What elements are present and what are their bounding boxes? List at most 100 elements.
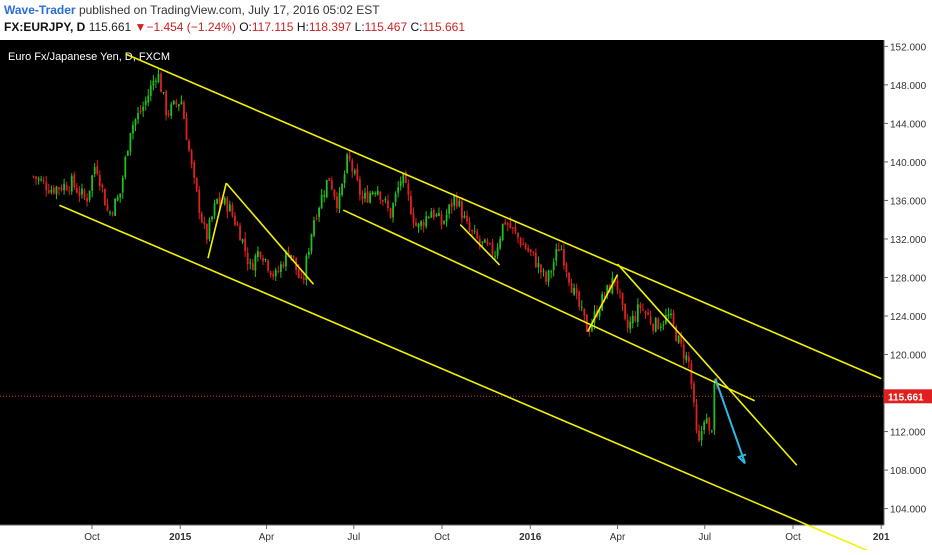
- candle-body: [534, 253, 537, 268]
- candle-body: [351, 160, 354, 172]
- candle-body: [654, 317, 657, 332]
- candle-body: [73, 174, 76, 187]
- candle-body: [124, 157, 127, 178]
- candle-body: [188, 140, 190, 151]
- candle-body: [649, 316, 652, 324]
- candle-body: [430, 211, 433, 218]
- candle-body: [315, 218, 318, 220]
- candle-body: [75, 188, 78, 193]
- trend-line[interactable]: [225, 182, 315, 285]
- candle-body: [369, 193, 372, 203]
- candle-body: [682, 344, 685, 359]
- y-tick-label: 144.000: [890, 119, 927, 130]
- candle-body: [448, 204, 451, 214]
- change-value: −1.454 (−1.24%): [146, 20, 236, 34]
- candle-body: [68, 190, 71, 192]
- candle-body: [58, 187, 60, 190]
- trend-line[interactable]: [125, 53, 882, 380]
- trend-line[interactable]: [616, 263, 798, 466]
- candle-body: [91, 175, 94, 191]
- candle-body: [121, 177, 124, 193]
- candle-body: [703, 422, 706, 431]
- trend-line[interactable]: [459, 223, 501, 266]
- candle-body: [65, 184, 68, 191]
- candle-body: [155, 80, 157, 82]
- x-tick-label: Apr: [259, 532, 275, 543]
- projection-arrow[interactable]: [714, 378, 746, 464]
- y-tick-label: 148.000: [890, 81, 927, 92]
- candle-body: [392, 203, 394, 218]
- candle-body: [144, 100, 147, 105]
- candle-body: [257, 250, 259, 257]
- candle-body: [374, 193, 377, 195]
- candle-body: [631, 315, 634, 324]
- candle-body: [274, 270, 277, 277]
- candle-body: [591, 323, 593, 331]
- x-tick-label: 2016: [519, 532, 542, 543]
- candle-body: [216, 198, 219, 204]
- candle-body: [636, 304, 639, 322]
- open-value: 117.115: [251, 20, 294, 34]
- candle-body: [213, 203, 216, 216]
- x-tick-label: 201: [873, 532, 890, 543]
- price-chart[interactable]: Euro Fx/Japanese Yen, D, FXCM 104.000 108…: [0, 40, 932, 555]
- author-link[interactable]: Wave-Trader: [4, 3, 76, 17]
- trend-line[interactable]: [342, 209, 755, 402]
- candle-body: [634, 316, 637, 321]
- candle-body: [254, 255, 257, 271]
- candle-body: [557, 249, 560, 252]
- candle-body: [251, 263, 254, 271]
- candle-body: [162, 92, 165, 94]
- candle-body: [249, 262, 252, 264]
- candle-body: [509, 222, 512, 229]
- trend-line[interactable]: [587, 274, 619, 332]
- chart-area[interactable]: Euro Fx/Japanese Yen, D, FXCM 104.000 108…: [0, 40, 932, 555]
- candle-body: [667, 314, 670, 317]
- open-label: O:: [239, 20, 252, 34]
- high-value: 118.397: [308, 20, 352, 34]
- candle-body: [167, 113, 170, 115]
- candle-body: [55, 186, 58, 194]
- candle-body: [60, 187, 63, 191]
- candle-body: [466, 215, 468, 222]
- candle-body: [364, 192, 366, 199]
- candle-body: [45, 182, 48, 191]
- candle-body: [642, 309, 644, 311]
- candle-body: [78, 191, 81, 196]
- candle-body: [415, 222, 417, 227]
- candle-body: [389, 207, 392, 218]
- low-value: 115.467: [364, 20, 408, 34]
- candle-body: [86, 197, 88, 202]
- candle-body: [565, 263, 568, 272]
- candle-body: [438, 213, 440, 217]
- candle-body: [652, 323, 655, 331]
- candle-body: [226, 198, 229, 212]
- candle-body: [244, 238, 247, 252]
- y-tick-label: 104.000: [890, 505, 927, 516]
- candle-body: [338, 193, 341, 209]
- candle-body: [246, 252, 249, 265]
- candle-body: [524, 244, 527, 249]
- candle-body: [407, 183, 410, 195]
- candle-body: [325, 179, 328, 198]
- candle-body: [473, 230, 476, 232]
- y-tick-label: 108.000: [890, 466, 927, 477]
- candle-body: [264, 258, 267, 260]
- candle-body: [621, 292, 624, 306]
- candle-body: [542, 270, 545, 272]
- symbol-label[interactable]: FX:EURJPY, D: [4, 20, 86, 34]
- y-tick-label: 124.000: [890, 312, 927, 323]
- trend-line[interactable]: [59, 204, 878, 555]
- candle-body: [149, 85, 152, 96]
- last-price: 115.661: [88, 20, 132, 34]
- x-tick-label: Apr: [610, 532, 626, 543]
- candle-body: [496, 247, 499, 256]
- candle-body: [185, 118, 188, 141]
- trend-line[interactable]: [207, 182, 228, 259]
- current-price-badge: [884, 389, 932, 404]
- candle-body: [96, 166, 99, 174]
- candle-body: [47, 190, 50, 193]
- candle-body: [563, 249, 565, 266]
- candle-body: [137, 112, 139, 120]
- candle-body: [198, 189, 201, 213]
